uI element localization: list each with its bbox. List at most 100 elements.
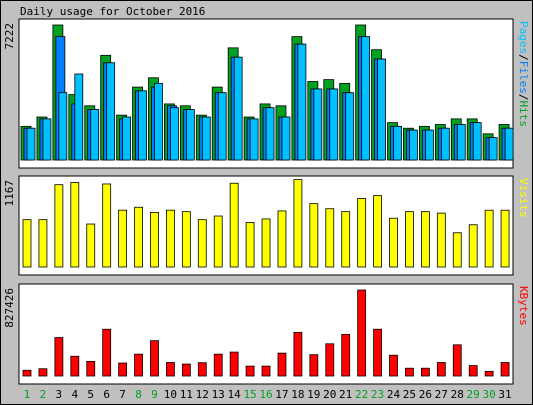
x-tick-label: 9	[151, 388, 158, 401]
bar-pages-day-30	[488, 137, 498, 161]
bar-visits-day-22	[357, 198, 367, 268]
bar-kbytes-day-4	[70, 355, 80, 377]
bar-visits-day-7	[118, 209, 128, 268]
bar-kbytes-day-28	[452, 344, 462, 377]
bar-visits-day-8	[134, 206, 143, 268]
x-tick-label: 18	[291, 388, 304, 401]
bar-kbytes-day-22	[357, 289, 367, 377]
bar-visits-day-10	[166, 209, 175, 268]
bar-kbytes-day-23	[373, 328, 382, 377]
x-tick-label: 5	[87, 388, 94, 401]
panel-hits-files-pages: 7222 Pages/Files/Hits	[3, 18, 530, 169]
bar-kbytes-day-8	[134, 353, 143, 377]
bar-visits-day-23	[373, 195, 382, 268]
bar-pages-day-23	[377, 58, 386, 161]
bar-pages-day-5	[90, 109, 100, 161]
bar-kbytes-day-7	[118, 362, 128, 377]
bar-visits-day-11	[181, 211, 191, 268]
y-max-label: 7222	[3, 23, 16, 50]
bar-kbytes-day-13	[213, 353, 223, 377]
bar-pages-day-24	[393, 125, 402, 161]
bar-pages-day-22	[361, 36, 371, 161]
x-tick-label: 31	[498, 388, 511, 401]
x-tick-label: 2	[40, 388, 47, 401]
bar-pages-day-15	[249, 118, 259, 161]
bar-kbytes-day-21	[341, 334, 351, 377]
bar-visits-day-19	[309, 203, 319, 268]
x-tick-label: 27	[435, 388, 448, 401]
bar-kbytes-day-14	[229, 351, 239, 377]
bar-kbytes-day-6	[102, 328, 112, 377]
bar-visits-day-1	[22, 219, 32, 268]
x-tick-label: 6	[103, 388, 110, 401]
bar-kbytes-day-26	[420, 367, 430, 377]
x-tick-label: 19	[307, 388, 320, 401]
bar-kbytes-day-3	[54, 337, 64, 377]
bar-kbytes-day-9	[150, 340, 159, 377]
bar-kbytes-day-30	[484, 370, 494, 377]
x-tick-label: 13	[212, 388, 225, 401]
legend-entry: KBytes	[517, 286, 530, 326]
legend-entry: Hits	[517, 101, 530, 128]
legend-visits: Visits	[517, 178, 530, 218]
bar-pages-day-27	[440, 127, 450, 161]
bar-pages-day-13	[217, 92, 227, 161]
bar-visits-day-27	[436, 212, 446, 268]
legend-entry: /	[517, 54, 530, 61]
bar-pages-day-7	[122, 116, 132, 161]
y-max-label: 1167	[3, 180, 16, 207]
chart-title: Daily usage for October 2016	[20, 5, 205, 18]
x-tick-label: 11	[180, 388, 193, 401]
bar-pages-day-14	[233, 56, 243, 161]
x-tick-label: 7	[119, 388, 126, 401]
x-tick-label: 24	[387, 388, 401, 401]
bar-kbytes-day-24	[389, 354, 398, 377]
bar-pages-day-3	[58, 92, 68, 161]
bar-kbytes-day-27	[436, 362, 446, 377]
bar-pages-day-21	[345, 92, 355, 161]
x-tick-label: 28	[451, 388, 464, 401]
bar-visits-day-15	[245, 222, 255, 268]
bar-pages-day-17	[281, 116, 291, 161]
bar-visits-day-13	[213, 215, 223, 268]
legend-kbytes: KBytes	[517, 286, 530, 326]
bar-kbytes-day-5	[86, 361, 96, 377]
x-tick-label: 22	[355, 388, 368, 401]
bar-pages-day-4	[74, 73, 84, 161]
bar-visits-day-4	[70, 182, 80, 268]
bar-visits-day-30	[484, 209, 494, 268]
panel-kbytes: 827426 KBytes	[3, 283, 530, 385]
bar-pages-day-20	[329, 88, 339, 161]
x-tick-label: 17	[275, 388, 288, 401]
x-axis-day-labels: 1 2 3 4 5 6 7 8 9 10 11 12 13 14 15 16 17 18 19 20 21 22 23 24 2…	[24, 388, 512, 401]
bar-kbytes-day-19	[309, 354, 319, 377]
bar-pages-day-11	[185, 109, 195, 161]
legend-entry: Files	[517, 61, 530, 94]
bar-kbytes-day-18	[293, 331, 303, 377]
bar-visits-day-2	[38, 219, 48, 268]
bar-kbytes-day-10	[166, 362, 175, 377]
bar-visits-day-21	[341, 211, 351, 268]
x-tick-label: 16	[259, 388, 272, 401]
bar-pages-day-6	[106, 62, 116, 161]
x-tick-label: 10	[164, 388, 177, 401]
bar-pages-day-8	[138, 90, 147, 161]
bar-visits-day-17	[277, 210, 287, 268]
bar-kbytes-day-16	[261, 365, 271, 377]
bar-kbytes-day-25	[405, 367, 414, 377]
bar-visits-day-6	[102, 183, 112, 268]
x-tick-label: 12	[196, 388, 209, 401]
x-tick-label: 30	[482, 388, 495, 401]
bar-pages-day-18	[297, 43, 307, 161]
x-tick-label: 1	[24, 388, 31, 401]
bar-pages-day-10	[170, 107, 179, 161]
bar-pages-day-31	[504, 127, 514, 161]
x-tick-label: 26	[419, 388, 432, 401]
bar-kbytes-day-15	[245, 365, 255, 377]
bar-kbytes-day-29	[468, 365, 478, 377]
bar-visits-day-20	[325, 208, 335, 268]
bar-visits-day-25	[405, 211, 414, 268]
x-tick-label: 20	[323, 388, 336, 401]
